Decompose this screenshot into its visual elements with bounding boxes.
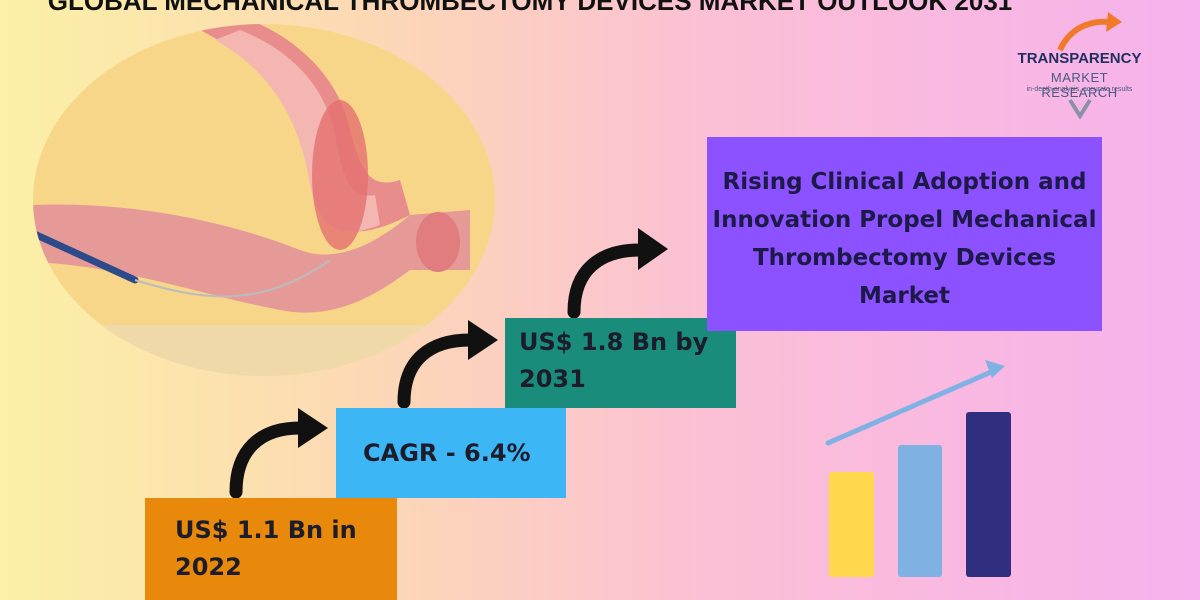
logo-subname: MARKET RESEARCH: [1041, 70, 1118, 100]
logo-mark: [1057, 12, 1122, 120]
step-text: CAGR - 6.4%: [363, 439, 531, 467]
arrow-heads: [298, 228, 668, 448]
step-box: US$ 1.8 Bn by 2031: [505, 318, 736, 408]
step-text: US$ 1.1 Bn in 2022: [175, 516, 357, 581]
logo-tagline: in-depth analysis, accurate results: [1026, 86, 1133, 93]
step-text: US$ 1.8 Bn by 2031: [519, 328, 709, 393]
logo-name: TRANSPARENCY: [1017, 50, 1142, 67]
illustration: [33, 24, 495, 376]
headline: Rising Clinical Adoption and Innovation …: [712, 169, 1097, 309]
page-title: GLOBAL MECHANICAL THROMBECTOMY DEVICES M…: [47, 0, 1013, 16]
headline-box: Rising Clinical Adoption and Innovation …: [707, 137, 1102, 331]
step-box: CAGR - 6.4%: [336, 408, 566, 498]
growth-icon: [825, 360, 1011, 577]
step-box: US$ 1.1 Bn in 2022: [145, 498, 397, 600]
step-arrows: [229, 243, 647, 499]
